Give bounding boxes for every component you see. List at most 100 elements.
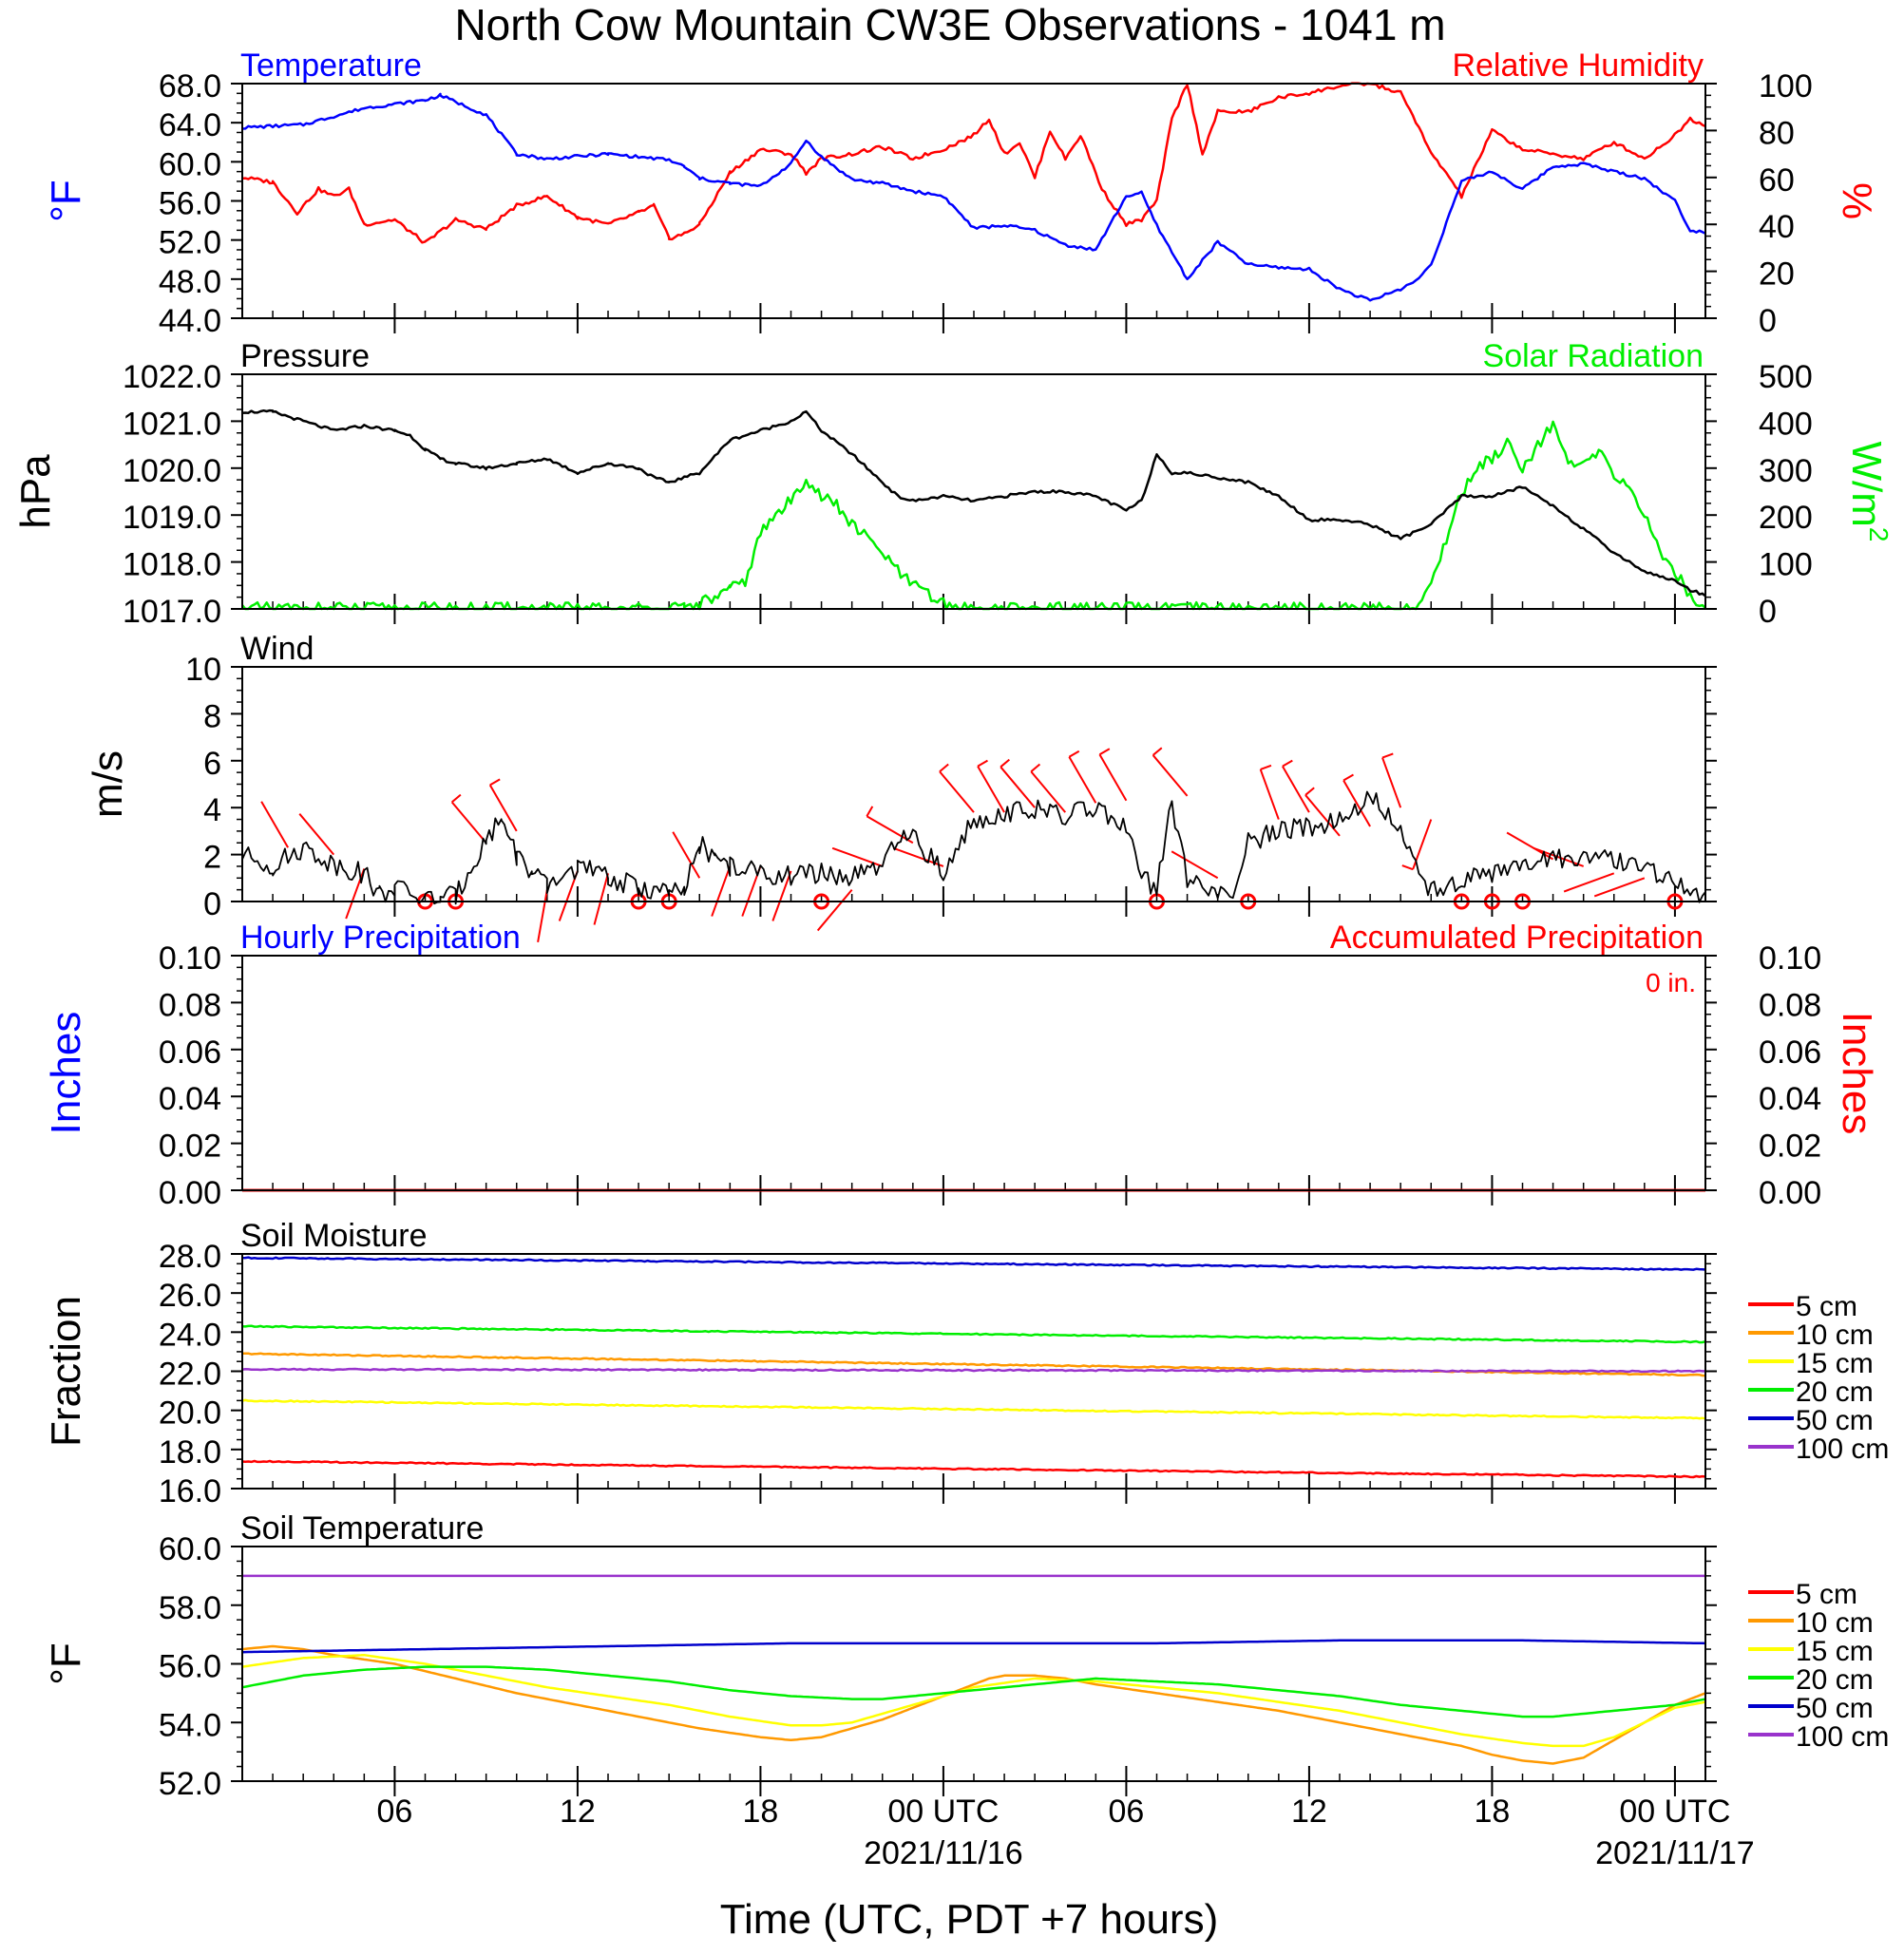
legend-label: 10 cm: [1796, 1607, 1874, 1639]
left-tick-label: 20.0: [159, 1395, 221, 1432]
right-tick-label: 100: [1759, 68, 1813, 104]
right-tick-label: 0: [1759, 594, 1777, 630]
right-tick-label: 40: [1759, 209, 1795, 245]
figure-title: North Cow Mountain CW3E Observations - 1…: [454, 0, 1445, 49]
y-axis-label-left: m/s: [85, 750, 131, 818]
wind-barb: [892, 846, 944, 867]
wind-barb: [1171, 850, 1219, 880]
wind-barb-flag: [1068, 750, 1080, 758]
left-tick-label: 1018.0: [123, 547, 221, 583]
left-tick-label: 44.0: [159, 303, 221, 339]
left-tick-label: 64.0: [159, 107, 221, 143]
left-tick-label: 1017.0: [123, 594, 221, 630]
legend-label: 50 cm: [1796, 1693, 1874, 1724]
right-tick-label: 0.04: [1759, 1081, 1821, 1117]
wind-barb: [1152, 754, 1189, 797]
x-tick-label: 06: [377, 1794, 413, 1830]
panel-title-left: Temperature: [240, 47, 422, 84]
wind-barb: [866, 815, 914, 845]
wind-barb: [1259, 769, 1280, 820]
left-tick-label: 1019.0: [123, 500, 221, 536]
wind-barb: [1563, 872, 1615, 893]
wind-barb: [488, 784, 518, 832]
left-tick-label: 22.0: [159, 1357, 221, 1393]
wind-barb: [1593, 877, 1646, 898]
x-tick-label: 00 UTC: [1619, 1794, 1730, 1830]
wind-barb-flag: [451, 793, 462, 804]
wind-barb: [1098, 753, 1128, 802]
left-tick-label: 0.04: [159, 1081, 221, 1117]
soil-moisture-line-20cm: [241, 1324, 1706, 1344]
left-tick-label: 6: [203, 746, 221, 782]
soil-temp-line-15cm: [241, 1653, 1706, 1748]
panel-title-left: Soil Moisture: [240, 1218, 428, 1254]
left-tick-label: 0: [203, 886, 221, 922]
left-tick-label: 28.0: [159, 1239, 221, 1275]
right-tick-label: 60: [1759, 162, 1795, 199]
wind-speed-line: [241, 790, 1706, 905]
panel-title-left: Hourly Precipitation: [240, 920, 521, 956]
right-tick-label: 100: [1759, 547, 1813, 583]
left-tick-label: 58.0: [159, 1590, 221, 1626]
left-tick-label: 1021.0: [123, 406, 221, 442]
right-tick-label: 500: [1759, 359, 1813, 395]
y-axis-label-right: Inches: [1834, 1012, 1880, 1135]
right-tick-label: 0.06: [1759, 1034, 1821, 1071]
left-tick-label: 10: [185, 652, 221, 688]
wind-barb: [816, 889, 853, 932]
right-tick-label: 20: [1759, 256, 1795, 293]
soil-temp-line-20cm: [241, 1665, 1706, 1718]
wind-barb-flag: [1381, 752, 1394, 759]
panel-frame: [241, 1546, 1706, 1782]
right-tick-label: 0: [1759, 303, 1777, 339]
wind-barb: [939, 770, 975, 813]
wind-barb: [1506, 831, 1554, 861]
wind-barb: [771, 870, 792, 921]
left-tick-label: 48.0: [159, 264, 221, 300]
left-tick-label: 24.0: [159, 1317, 221, 1353]
soil-moisture-line-50cm: [241, 1256, 1706, 1271]
y-axis-label-left: hPa: [12, 454, 59, 529]
wind-barb: [298, 813, 335, 856]
precip-panel: 0.00 0.02 0.04 0.06 0.08 0.10 0.00 0.02 0.04 0.06…: [43, 920, 1880, 1211]
left-tick-label: 18.0: [159, 1434, 221, 1471]
panel-frame: [241, 666, 1706, 902]
panel-frame: [241, 373, 1706, 610]
y-axis-label-right: %: [1834, 182, 1880, 219]
x-axis-label: Time (UTC, PDT +7 hours): [720, 1896, 1218, 1943]
legend-label: 5 cm: [1796, 1291, 1857, 1322]
legend-label: 15 cm: [1796, 1636, 1874, 1667]
wind-barb-flag: [1098, 748, 1111, 756]
temperature-line: [241, 92, 1706, 302]
left-tick-label: 60.0: [159, 1531, 221, 1567]
left-tick-label: 16.0: [159, 1473, 221, 1509]
wind-barb: [831, 846, 884, 867]
wind-barb: [1533, 846, 1585, 867]
pressure-line: [241, 408, 1706, 598]
left-tick-label: 0.10: [159, 940, 221, 977]
x-tick-label: 12: [560, 1794, 596, 1830]
left-tick-label: 54.0: [159, 1707, 221, 1743]
panel-title-left: Wind: [240, 631, 314, 667]
y-axis-label-left: °F: [43, 180, 89, 221]
right-tick-label: 0.08: [1759, 987, 1821, 1023]
legend-label: 5 cm: [1796, 1579, 1857, 1610]
wind-barb: [1282, 766, 1310, 813]
left-tick-label: 56.0: [159, 186, 221, 222]
left-tick-label: 52.0: [159, 1766, 221, 1802]
wind-barb-flag: [489, 778, 501, 787]
wind-barb-flag: [1260, 764, 1272, 770]
panel-frame: [241, 955, 1706, 1191]
temp-rh-panel: 44.048.052.056.0 60.064.068.0 0 20 40 60 80 100…: [43, 47, 1880, 339]
wind-barb: [1000, 766, 1036, 808]
legend-label: 100 cm: [1796, 1433, 1889, 1465]
rh-line: [241, 82, 1706, 244]
wind-barb: [450, 801, 487, 844]
left-tick-label: 60.0: [159, 146, 221, 182]
right-tick-label: 0.10: [1759, 940, 1821, 977]
soil-moisture-line-5cm: [241, 1459, 1706, 1479]
left-tick-label: 26.0: [159, 1278, 221, 1314]
wind-barb: [672, 831, 701, 879]
